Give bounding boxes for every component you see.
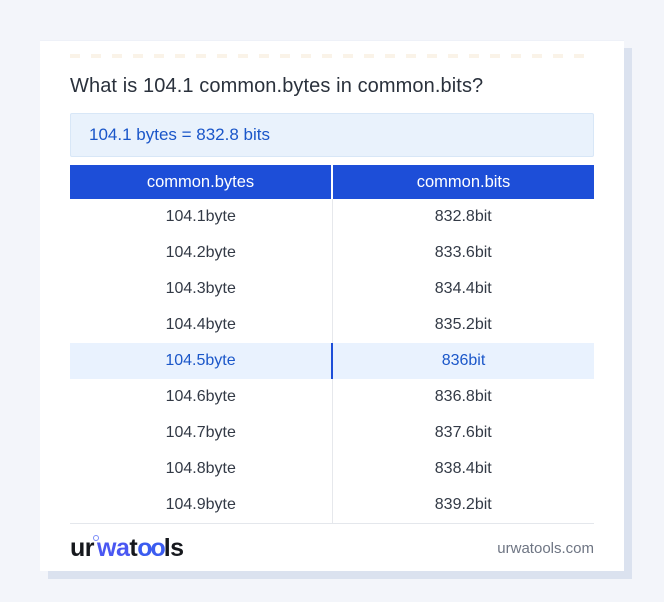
bits-cell[interactable]: 835.2bit <box>331 307 595 343</box>
urwatools-logo[interactable]: ur watools <box>70 534 184 563</box>
logo-text-oo: oo <box>137 533 166 562</box>
table-row-highlighted[interactable]: 104.5byte 836bit <box>70 343 594 379</box>
table-body: 104.1byte 832.8bit 104.2byte 833.6bit 10… <box>70 199 594 524</box>
bits-cell[interactable]: 836bit <box>331 343 594 379</box>
bytes-cell[interactable]: 104.3byte <box>165 280 236 297</box>
decorative-dashes <box>70 54 594 58</box>
conversion-result-box: 104.1 bytes = 832.8 bits <box>70 113 594 157</box>
table-row[interactable]: 104.1byte 832.8bit <box>70 199 594 235</box>
table-header-row: common.bytes common.bits <box>70 165 594 199</box>
bytes-cell[interactable]: 104.9byte <box>165 496 236 513</box>
column-header-bytes: common.bytes <box>70 165 331 199</box>
bits-cell[interactable]: 839.2bit <box>331 487 595 523</box>
converter-card: What is 104.1 common.bytes in common.bit… <box>40 40 624 571</box>
bits-cell[interactable]: 832.8bit <box>331 199 595 235</box>
bits-cell[interactable]: 838.4bit <box>331 451 595 487</box>
table-row[interactable]: 104.9byte 839.2bit <box>70 487 594 523</box>
table-row[interactable]: 104.3byte 834.4bit <box>70 271 594 307</box>
bits-cell[interactable]: 834.4bit <box>331 271 595 307</box>
logo-text-ur: ur <box>70 533 95 562</box>
bytes-cell[interactable]: 104.8byte <box>165 460 236 477</box>
column-header-bits: common.bits <box>333 165 594 199</box>
page-title: What is 104.1 common.bytes in common.bit… <box>70 75 484 97</box>
logo-ring-icon <box>93 534 99 541</box>
card-footer: ur watools urwatools.com <box>70 524 594 572</box>
conversion-result-text: 104.1 bytes = 832.8 bits <box>89 125 270 144</box>
logo-text-t: t <box>129 533 138 562</box>
bytes-cell[interactable]: 104.1byte <box>165 208 236 225</box>
site-url-text: urwatools.com <box>497 539 594 557</box>
bits-cell[interactable]: 836.8bit <box>331 379 595 415</box>
table-row[interactable]: 104.6byte 836.8bit <box>70 379 594 415</box>
bytes-cell[interactable]: 104.4byte <box>165 316 236 333</box>
logo-text-wa: wa <box>97 533 130 562</box>
bytes-cell[interactable]: 104.7byte <box>165 424 236 441</box>
bytes-cell[interactable]: 104.5byte <box>165 352 236 369</box>
bytes-cell[interactable]: 104.6byte <box>165 388 236 405</box>
table-row[interactable]: 104.2byte 833.6bit <box>70 235 594 271</box>
logo-text-ls: ls <box>163 533 184 562</box>
bits-cell[interactable]: 833.6bit <box>331 235 595 271</box>
table-row[interactable]: 104.7byte 837.6bit <box>70 415 594 451</box>
conversion-table: common.bytes common.bits 104.1byte 832.8… <box>70 165 594 524</box>
bits-cell[interactable]: 837.6bit <box>331 415 595 451</box>
bytes-cell[interactable]: 104.2byte <box>165 244 236 261</box>
table-row[interactable]: 104.4byte 835.2bit <box>70 307 594 343</box>
table-row[interactable]: 104.8byte 838.4bit <box>70 451 594 487</box>
